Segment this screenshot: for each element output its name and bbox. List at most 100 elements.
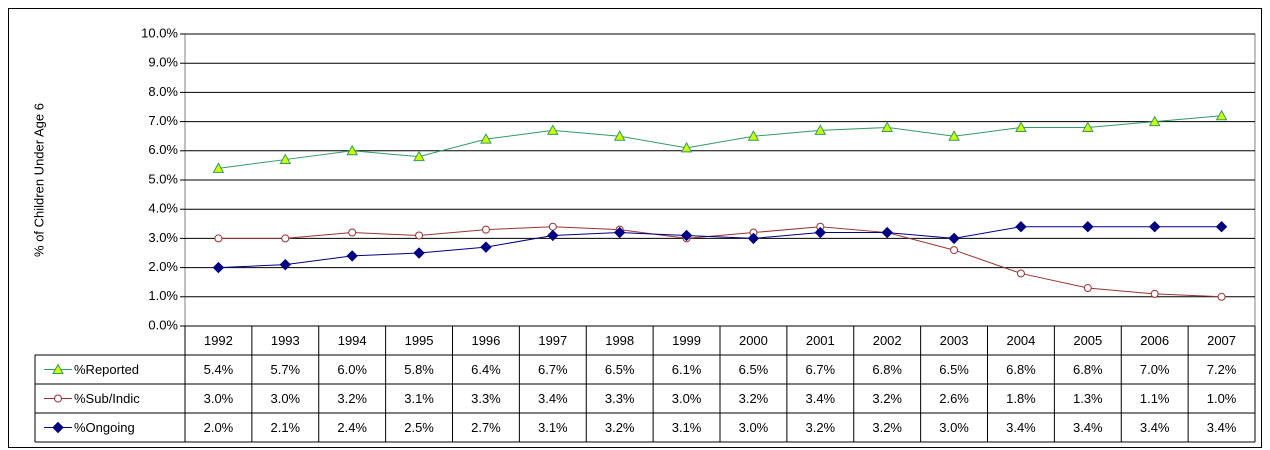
marker	[680, 141, 693, 153]
data-label: 3.0%	[204, 391, 234, 406]
marker	[814, 226, 827, 239]
x-tick-label: 2001	[806, 333, 835, 348]
data-label: 6.5%	[605, 362, 635, 377]
legend-label: %Reported	[74, 362, 139, 377]
marker	[1081, 121, 1094, 132]
data-label: 3.2%	[739, 391, 769, 406]
data-label: 3.3%	[605, 391, 635, 406]
marker	[747, 130, 760, 141]
data-label: 3.3%	[471, 391, 501, 406]
data-label: 6.7%	[805, 362, 835, 377]
marker	[881, 226, 893, 239]
x-tick-label: 1999	[672, 333, 701, 348]
x-tick-label: 1998	[605, 333, 634, 348]
data-label: 2.5%	[404, 420, 434, 435]
data-label: 1.1%	[1140, 391, 1170, 406]
marker	[1148, 221, 1161, 233]
y-tick-label: 1.0%	[148, 288, 178, 303]
data-label: 6.7%	[538, 362, 568, 377]
x-tick-label: 1993	[271, 333, 300, 348]
y-tick-label: 7.0%	[148, 113, 178, 128]
x-tick-label: 1997	[538, 333, 567, 348]
marker	[415, 231, 424, 240]
data-label: 3.2%	[805, 420, 835, 435]
data-label: 6.0%	[337, 362, 367, 377]
marker	[481, 225, 490, 234]
y-tick-label: 2.0%	[148, 259, 178, 274]
data-label: 3.0%	[672, 391, 702, 406]
data-label: 3.0%	[739, 420, 769, 435]
data-label: 6.1%	[672, 362, 702, 377]
marker	[1150, 289, 1159, 298]
data-label: 3.1%	[672, 420, 702, 435]
data-label: 3.0%	[939, 420, 969, 435]
marker	[1016, 269, 1025, 278]
data-label: 5.8%	[404, 362, 434, 377]
marker	[1083, 284, 1092, 293]
data-label: 7.2%	[1207, 362, 1237, 377]
marker	[881, 121, 894, 132]
marker	[52, 421, 64, 434]
marker	[613, 130, 626, 141]
data-label: 6.5%	[939, 362, 969, 377]
series-line	[218, 226, 1222, 298]
marker	[548, 222, 557, 231]
data-label: 3.4%	[1207, 420, 1237, 435]
marker	[54, 394, 62, 403]
marker	[413, 247, 425, 259]
marker	[346, 250, 358, 262]
marker	[1015, 221, 1027, 233]
marker	[1082, 221, 1094, 233]
x-tick-label: 2003	[940, 333, 969, 348]
x-tick-label: 2005	[1073, 333, 1102, 348]
marker	[279, 153, 292, 165]
marker	[480, 241, 492, 253]
marker	[1217, 292, 1226, 301]
y-tick-label: 4.0%	[148, 201, 178, 216]
data-label: 3.4%	[1073, 420, 1103, 435]
data-label: 3.2%	[872, 420, 902, 435]
y-tick-label: 8.0%	[148, 84, 178, 99]
series-line	[218, 226, 1222, 269]
data-label: 3.1%	[538, 420, 568, 435]
y-tick-label: 6.0%	[148, 142, 178, 157]
x-tick-label: 1996	[471, 333, 500, 348]
y-tick-label: 0.0%	[148, 317, 178, 332]
y-tick-label: 10.0%	[141, 25, 178, 40]
marker	[948, 130, 960, 141]
marker	[52, 363, 64, 374]
x-tick-label: 1995	[405, 333, 434, 348]
marker	[547, 229, 559, 242]
marker	[348, 228, 357, 237]
x-tick-label: 2004	[1006, 333, 1035, 348]
marker	[413, 150, 425, 162]
marker	[1215, 221, 1228, 233]
data-label: 5.4%	[204, 362, 234, 377]
data-label: 3.2%	[605, 420, 635, 435]
data-label: 2.4%	[337, 420, 367, 435]
x-tick-label: 1994	[338, 333, 367, 348]
marker	[281, 234, 290, 243]
marker	[948, 232, 960, 245]
data-label: 2.6%	[939, 391, 969, 406]
data-label: 3.4%	[805, 391, 835, 406]
data-label: 2.0%	[204, 420, 234, 435]
data-label: 3.4%	[1006, 420, 1036, 435]
x-tick-label: 2007	[1207, 333, 1236, 348]
series-line	[218, 115, 1222, 169]
marker	[747, 232, 760, 245]
data-label: 2.7%	[471, 420, 501, 435]
data-label: 6.5%	[739, 362, 769, 377]
data-label: 3.0%	[270, 391, 300, 406]
marker	[480, 133, 492, 144]
marker	[214, 234, 223, 243]
x-tick-label: 2000	[739, 333, 768, 348]
data-label: 3.2%	[337, 391, 367, 406]
data-label: 3.2%	[872, 391, 902, 406]
x-tick-label: 1992	[204, 333, 233, 348]
data-label: 6.8%	[1073, 362, 1103, 377]
marker	[613, 226, 626, 239]
legend-label: %Ongoing	[74, 420, 135, 435]
marker	[1015, 121, 1027, 132]
